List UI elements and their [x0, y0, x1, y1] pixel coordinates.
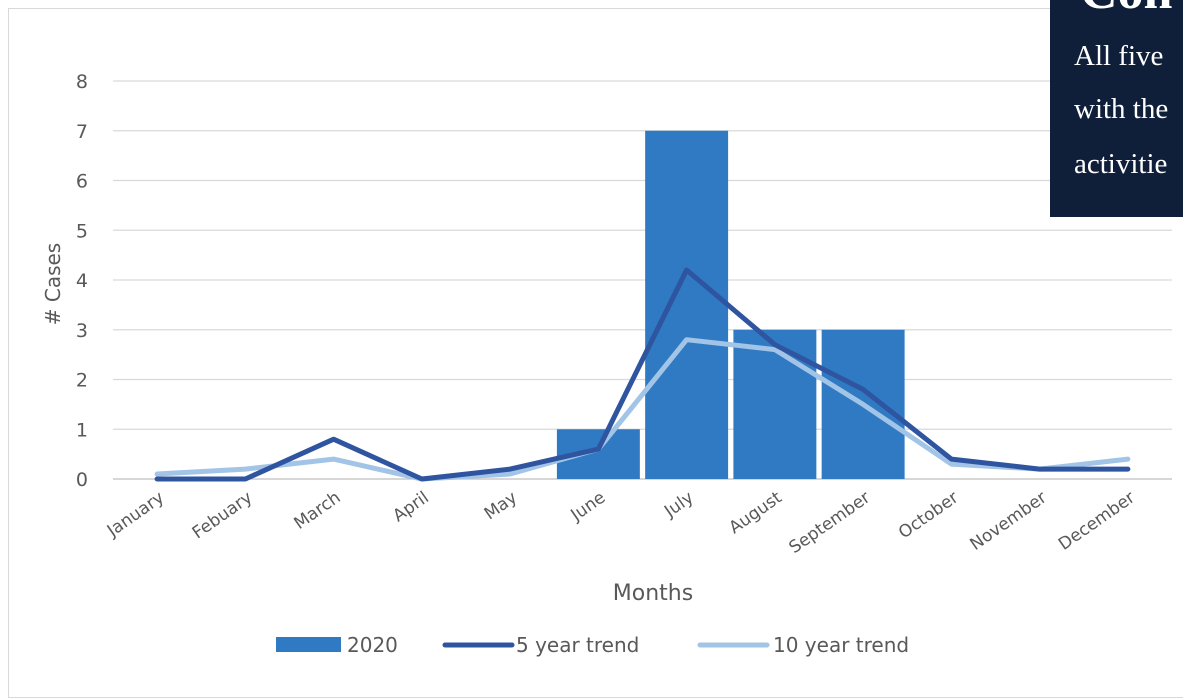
x-tick-label: June: [567, 488, 610, 526]
y-tick-label: 8: [76, 71, 88, 93]
y-tick-label: 4: [76, 270, 88, 292]
overlay-heading: Con: [1080, 0, 1172, 18]
x-tick-label: January: [103, 488, 168, 542]
y-axis-title: # Cases: [41, 243, 65, 325]
y-tick-label: 7: [76, 121, 88, 143]
x-tick-label: September: [786, 488, 874, 558]
chart-frame: [8, 8, 1183, 698]
legend-label: 10 year trend: [773, 633, 909, 657]
legend-swatch: [276, 637, 341, 652]
series-line: [154, 337, 1131, 482]
x-tick-label: December: [1055, 488, 1139, 555]
x-tick-label: August: [726, 488, 786, 539]
bar: [733, 329, 817, 479]
overlay-text-line: activitie: [1074, 148, 1168, 180]
bar: [645, 130, 729, 479]
y-tick-label: 1: [76, 419, 88, 441]
x-tick-label: May: [481, 488, 521, 525]
overlay-panel: Con All five with the activitie: [1050, 0, 1183, 217]
y-tick-label: 0: [76, 469, 88, 491]
x-tick-label: July: [660, 488, 697, 522]
y-tick-label: 5: [76, 220, 88, 242]
cases-chart: 0 1 2 3 4 5 6 7 8 January Febuary March April May June…: [41, 71, 1172, 657]
y-tick-label: 6: [76, 171, 88, 193]
legend-label: 2020: [347, 633, 398, 657]
legend-label: 5 year trend: [516, 633, 639, 657]
overlay-text-line: All five: [1074, 40, 1164, 72]
x-axis-title: Months: [613, 581, 693, 606]
x-tick-label: March: [291, 488, 345, 534]
x-tick-label: Febuary: [189, 488, 256, 544]
overlay-text-line: with the: [1074, 93, 1169, 125]
x-tick-label: November: [967, 488, 1051, 555]
y-tick-label: 2: [76, 370, 88, 392]
series-line: [154, 267, 1131, 482]
x-tick-label: April: [389, 488, 432, 527]
x-tick-label: October: [895, 488, 962, 543]
y-tick-label: 3: [76, 320, 88, 342]
